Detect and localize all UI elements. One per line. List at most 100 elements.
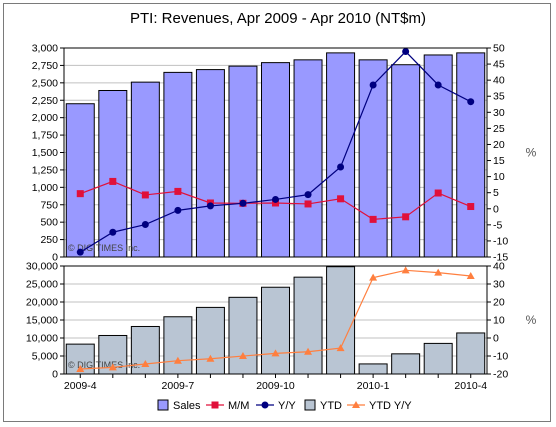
point-yy <box>174 206 182 214</box>
bottom-panel: 0 5,000 10,000 15,000 20,000 25,000 30,000 -20 -… <box>26 261 537 393</box>
point-yy <box>402 48 410 56</box>
watermark: © DIGITIMES Inc. <box>68 243 140 253</box>
right-tick-label: 30 <box>493 279 505 291</box>
left-tick-label: 750 <box>40 199 58 211</box>
bar-ytd <box>391 353 421 375</box>
bar-sales <box>358 59 388 258</box>
legend-marker-mm <box>211 401 219 409</box>
right-tick-label: 0 <box>493 203 499 215</box>
left-tick-label: 1,000 <box>32 182 58 194</box>
right-tick-label: 45 <box>493 59 505 71</box>
left-tick-label: 500 <box>40 217 58 229</box>
bar-ytd <box>163 316 193 375</box>
point-yy <box>467 98 475 106</box>
left-tick-label: 5,000 <box>32 351 58 363</box>
point-ytdyy <box>173 356 182 364</box>
legend-label-ytdyy: YTD Y/Y <box>369 400 412 412</box>
right-tick-label: 0 <box>493 333 499 345</box>
right-tick-label: -10 <box>493 351 508 363</box>
left-tick-label: 0 <box>52 252 58 264</box>
point-mm <box>109 177 117 185</box>
point-yy <box>434 81 442 89</box>
left-tick-label: 25,000 <box>26 279 58 291</box>
right-tick-label: 40 <box>493 261 505 273</box>
plot-border <box>63 47 488 258</box>
legend-label-mm: M/M <box>228 400 249 412</box>
left-tick-label: 1,750 <box>32 130 58 142</box>
right-tick-label: 10 <box>493 171 505 183</box>
right-tick-label: 15 <box>493 155 505 167</box>
point-ytdyy <box>206 354 215 362</box>
legend: Sales M/M Y/Y YTD YTD Y/Y <box>157 399 412 412</box>
point-yy <box>337 163 345 171</box>
point-mm <box>174 187 182 195</box>
right-tick-label: -10 <box>493 235 508 247</box>
right-tick-label: -20 <box>493 369 508 381</box>
chart-title: PTI: Revenues, Apr 2009 - Apr 2010 (NT$m… <box>130 10 426 27</box>
left-tick-label: 0 <box>52 369 58 381</box>
bar-ytd <box>358 363 388 375</box>
point-ytdyy <box>141 360 150 368</box>
right-tick-label: 40 <box>493 75 505 87</box>
point-ytdyy <box>401 266 410 274</box>
point-ytdyy <box>304 347 313 355</box>
right-tick-label: -15 <box>493 252 508 264</box>
point-yy <box>369 81 377 89</box>
point-mm <box>434 189 442 197</box>
point-ytdyy <box>369 273 378 281</box>
point-ytdyy <box>434 268 443 276</box>
right-tick-label: 30 <box>493 107 505 119</box>
right-axis-label: % <box>526 146 537 160</box>
right-tick-label: 5 <box>493 187 499 199</box>
left-tick-label: 2,000 <box>32 112 58 124</box>
left-tick-label: 20,000 <box>26 297 58 309</box>
point-mm <box>304 200 312 208</box>
bar-sales <box>391 64 421 258</box>
legend-label-sales: Sales <box>173 400 201 412</box>
point-mm <box>369 215 377 223</box>
watermark: © DIGITIMES Inc. <box>68 360 140 370</box>
bar-sales <box>261 62 290 258</box>
right-tick-label: 20 <box>493 139 505 151</box>
right-tick-label: -5 <box>493 219 502 231</box>
right-tick-label: 20 <box>493 297 505 309</box>
point-ytdyy <box>238 352 247 360</box>
bar-ytd <box>456 332 486 375</box>
bar-sales <box>65 103 95 258</box>
point-yy <box>239 199 247 207</box>
legend-label-yy: Y/Y <box>278 400 296 412</box>
bar-sales <box>456 52 486 258</box>
left-tick-label: 10,000 <box>26 333 58 345</box>
point-yy <box>206 202 214 210</box>
point-yy <box>76 248 84 256</box>
point-ytdyy <box>108 363 117 371</box>
left-tick-label: 3,000 <box>32 43 58 55</box>
legend-marker-yy <box>261 401 269 409</box>
point-mm <box>76 190 84 198</box>
point-ytdyy <box>466 271 475 279</box>
left-tick-label: 1,250 <box>32 164 58 176</box>
point-mm <box>141 191 149 199</box>
bar-ytd <box>261 286 290 375</box>
right-tick-label: 35 <box>493 91 505 103</box>
legend-swatch-ytd <box>304 399 316 411</box>
point-yy <box>109 228 117 236</box>
left-tick-label: 15,000 <box>26 315 58 327</box>
top-panel: 02505007501,0001,2501,5001,7502,0002,250… <box>32 43 537 264</box>
bar-ytd <box>228 296 258 375</box>
bar-sales <box>195 69 225 258</box>
point-ytdyy <box>336 344 345 352</box>
x-tick-label: 2009-10 <box>256 380 295 392</box>
legend-label-ytd: YTD <box>320 400 342 412</box>
legend-swatch-sales <box>157 399 169 411</box>
bar-ytd <box>326 266 356 375</box>
point-mm <box>272 199 279 207</box>
left-tick-label: 30,000 <box>26 261 58 273</box>
bar-sales <box>423 54 453 258</box>
point-ytdyy <box>76 365 85 373</box>
left-tick-label: 2,500 <box>32 77 58 89</box>
left-tick-label: 250 <box>40 234 58 246</box>
x-tick-label: 2010-4 <box>454 380 487 392</box>
point-yy <box>304 191 312 199</box>
